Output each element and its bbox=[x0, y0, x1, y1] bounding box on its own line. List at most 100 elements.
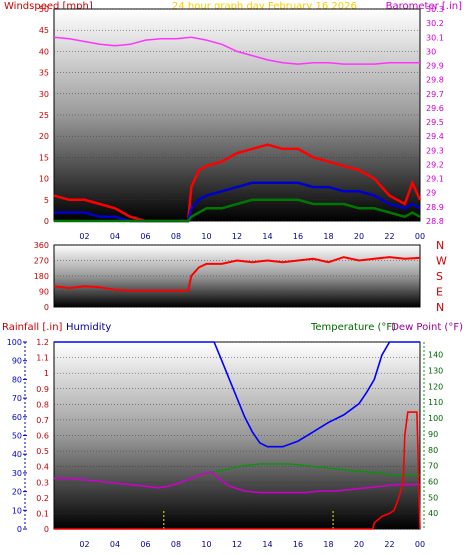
p1-left-tick-label: 20 bbox=[39, 132, 49, 141]
p1-left-tick-label: 35 bbox=[39, 69, 49, 78]
p1-x-tick-label: 14 bbox=[262, 232, 272, 241]
p2-compass-label: N bbox=[436, 301, 444, 314]
p3-rain-tick-label: 1.2 bbox=[36, 338, 49, 347]
p1-x-tick-label: 10 bbox=[201, 232, 211, 241]
p3-temp-tick-label: 110 bbox=[428, 398, 443, 407]
p3-dew-axis-label: Dew Point (°F) bbox=[391, 322, 463, 333]
p3-x-tick-label: 02 bbox=[79, 540, 89, 549]
p1-left-tick-label: 40 bbox=[39, 47, 49, 56]
p3-humidity-tick-label: 30 bbox=[12, 469, 22, 478]
p3-temp-tick-label: 50 bbox=[428, 493, 438, 502]
p1-title: 24 hour graph day February 16 2026 bbox=[172, 1, 357, 12]
p3-temp-tick-label: 100 bbox=[428, 414, 443, 423]
p1-x-tick-label: 16 bbox=[293, 232, 303, 241]
p1-right-tick-label: 29.3 bbox=[426, 146, 444, 155]
p1-x-tick-label: 04 bbox=[110, 232, 120, 241]
p1-x-tick-label: 20 bbox=[354, 232, 364, 241]
p3-rain-tick-label: 0.1 bbox=[36, 509, 49, 518]
p3-series-humidity bbox=[54, 341, 420, 448]
p1-series-lull bbox=[54, 198, 421, 223]
p2-left-tick-label: 270 bbox=[34, 257, 49, 266]
p3-humidity-tick-label: 50 bbox=[12, 432, 22, 441]
p3-temp-tick-label: 90 bbox=[428, 430, 438, 439]
p3-rain-tick-label: 0.8 bbox=[36, 400, 49, 409]
p1-x-tick-label: 02 bbox=[79, 232, 89, 241]
p1-x-tick-label: 18 bbox=[323, 232, 333, 241]
p1-right-tick-label: 28.9 bbox=[426, 203, 444, 212]
p3-x-tick-label: 06 bbox=[140, 540, 150, 549]
p1-right-tick-label: 29.9 bbox=[426, 62, 444, 71]
p3-x-tick-label: 10 bbox=[201, 540, 211, 549]
p3-rain-tick-label: 0 bbox=[44, 525, 49, 534]
p3-humidity-tick-label: 100 bbox=[7, 338, 22, 347]
p1-right-tick-label: 29.1 bbox=[426, 175, 444, 184]
p3-rain-tick-label: 0.5 bbox=[36, 447, 49, 456]
p3-x-tick-label: 14 bbox=[262, 540, 272, 549]
p3-x-tick-label: 08 bbox=[171, 540, 181, 549]
p3-series-rainfall bbox=[54, 411, 421, 530]
p3-temp-axis-label: Temperature (°F) bbox=[310, 322, 396, 333]
p1-left-tick-label: 15 bbox=[39, 153, 49, 162]
p3-temp-tick-label: 130 bbox=[428, 367, 443, 376]
p1-left-axis-label: Windspeed [mph] bbox=[4, 1, 93, 12]
p1-series-gust bbox=[53, 143, 422, 223]
p1-x-tick-label: 08 bbox=[171, 232, 181, 241]
p1-right-tick-label: 29.4 bbox=[426, 132, 444, 141]
p3-humidity-tick-label: 40 bbox=[12, 450, 22, 459]
p3-humidity-tick-label: 20 bbox=[12, 488, 22, 497]
p2-compass-label: W bbox=[436, 255, 447, 268]
p3-humidity-tick-label: 60 bbox=[12, 413, 22, 422]
p3-rain-tick-label: 0.2 bbox=[36, 494, 49, 503]
p2-compass-label: N bbox=[436, 239, 444, 252]
p3-humidity-tick-label: 80 bbox=[12, 375, 22, 384]
p3-rain-tick-label: 1.1 bbox=[36, 354, 49, 363]
p1-x-tick-label: 06 bbox=[140, 232, 150, 241]
p3-x-tick-label: 16 bbox=[293, 540, 303, 549]
p3-temp-tick-label: 60 bbox=[428, 477, 438, 486]
p1-right-tick-label: 29.8 bbox=[426, 76, 444, 85]
p3-humidity-tick-label: 70 bbox=[12, 394, 22, 403]
p3-temp-tick-label: 70 bbox=[428, 462, 438, 471]
p3-x-tick-label: 04 bbox=[110, 540, 120, 549]
p3-humidity-tick-label: 0 bbox=[17, 525, 22, 534]
p1-right-tick-label: 29.6 bbox=[426, 104, 444, 113]
p1-left-tick-label: 0 bbox=[44, 217, 49, 226]
p1-right-tick-label: 29.7 bbox=[426, 90, 444, 99]
p1-series-average bbox=[54, 181, 421, 223]
p3-humidity-axis-label: Humidity bbox=[66, 322, 111, 333]
p3-humidity-tick-label: 10 bbox=[12, 506, 22, 515]
p1-left-tick-label: 45 bbox=[39, 26, 49, 35]
p1-right-tick-label: 30.3 bbox=[426, 5, 444, 14]
p2-series-direction bbox=[53, 256, 421, 292]
p3-rain-tick-label: 0.4 bbox=[36, 463, 49, 472]
p1-right-tick-label: 28.8 bbox=[426, 217, 444, 226]
p3-x-tick-label: 20 bbox=[354, 540, 364, 549]
p2-compass-label: E bbox=[436, 286, 443, 299]
p3-humidity-tick-label: 90 bbox=[12, 357, 22, 366]
p2-compass-label: S bbox=[436, 270, 443, 283]
p3-x-tick-label: 00 bbox=[415, 540, 425, 549]
p3-temp-tick-label: 140 bbox=[428, 351, 443, 360]
p3-rain-tick-label: 0.3 bbox=[36, 478, 49, 487]
p1-x-tick-label: 12 bbox=[232, 232, 242, 241]
p3-rain-tick-label: 0.9 bbox=[36, 385, 49, 394]
p3-x-tick-label: 22 bbox=[384, 540, 394, 549]
p1-right-tick-label: 30.1 bbox=[426, 33, 444, 42]
p3-rain-tick-label: 0.6 bbox=[36, 432, 49, 441]
p3-rain-tick-label: 1 bbox=[44, 369, 49, 378]
p1-x-tick-label: 00 bbox=[415, 232, 425, 241]
p3-rain-axis-label: Rainfall [.in] bbox=[2, 322, 63, 333]
p1-left-tick-label: 50 bbox=[39, 5, 49, 14]
p3-rain-tick-label: 0.7 bbox=[36, 416, 49, 425]
p2-left-tick-label: 180 bbox=[34, 272, 49, 281]
p1-right-tick-label: 29.5 bbox=[426, 118, 444, 127]
p2-left-tick-label: 0 bbox=[44, 303, 49, 312]
p1-left-tick-label: 5 bbox=[44, 196, 49, 205]
p1-right-tick-label: 30.2 bbox=[426, 19, 444, 28]
p3-temp-tick-label: 80 bbox=[428, 446, 438, 455]
p2-left-tick-label: 90 bbox=[39, 288, 49, 297]
p3-series-dew-point bbox=[54, 471, 420, 494]
p1-right-tick-label: 29 bbox=[426, 189, 436, 198]
p1-left-tick-label: 10 bbox=[39, 175, 49, 184]
